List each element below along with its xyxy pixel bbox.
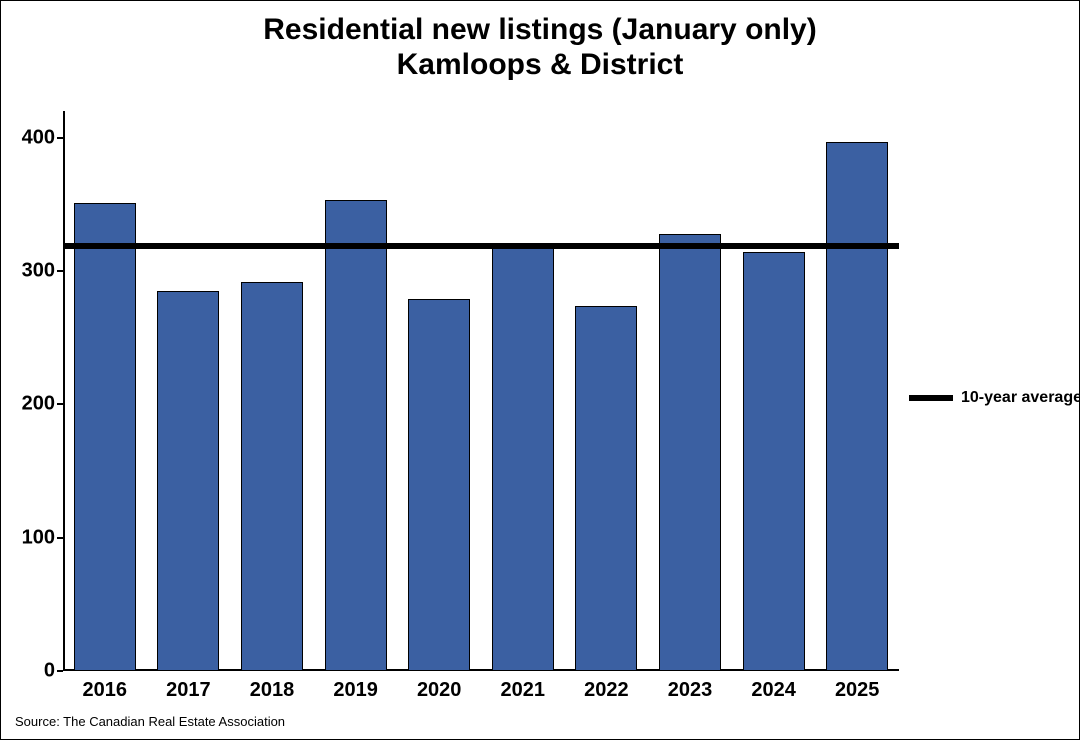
chart-title: Residential new listings (January only) … xyxy=(1,13,1079,82)
bar xyxy=(575,306,637,671)
y-tick-label: 100 xyxy=(22,526,63,549)
chart-frame: Residential new listings (January only) … xyxy=(0,0,1080,740)
bar xyxy=(659,234,721,671)
legend-line-swatch xyxy=(909,395,953,401)
chart-title-line2: Kamloops & District xyxy=(1,48,1079,83)
x-tick-label: 2017 xyxy=(166,671,211,702)
y-tick-label: 0 xyxy=(44,660,63,683)
ten-year-average-line xyxy=(63,243,899,249)
x-tick-label: 2022 xyxy=(584,671,629,702)
plot-area: 0100200300400201620172018201920202021202… xyxy=(63,111,899,671)
y-tick-label: 200 xyxy=(22,393,63,416)
legend-label: 10-year average xyxy=(961,389,1080,407)
bar xyxy=(826,142,888,671)
y-tick-label: 300 xyxy=(22,260,63,283)
legend: 10-year average xyxy=(909,389,1080,407)
bar xyxy=(408,299,470,671)
x-tick-label: 2016 xyxy=(83,671,128,702)
bar xyxy=(74,203,136,671)
source-text: Source: The Canadian Real Estate Associa… xyxy=(15,714,285,729)
x-tick-label: 2023 xyxy=(668,671,713,702)
x-tick-label: 2021 xyxy=(501,671,546,702)
bar xyxy=(492,247,554,671)
x-tick-label: 2025 xyxy=(835,671,880,702)
chart-title-line1: Residential new listings (January only) xyxy=(1,13,1079,48)
y-axis xyxy=(63,111,65,671)
x-tick-label: 2018 xyxy=(250,671,295,702)
bar xyxy=(325,200,387,671)
y-tick-label: 400 xyxy=(22,126,63,149)
bar xyxy=(743,252,805,671)
x-tick-label: 2019 xyxy=(333,671,378,702)
bar xyxy=(157,291,219,671)
x-tick-label: 2020 xyxy=(417,671,462,702)
x-tick-label: 2024 xyxy=(751,671,796,702)
bar xyxy=(241,282,303,671)
